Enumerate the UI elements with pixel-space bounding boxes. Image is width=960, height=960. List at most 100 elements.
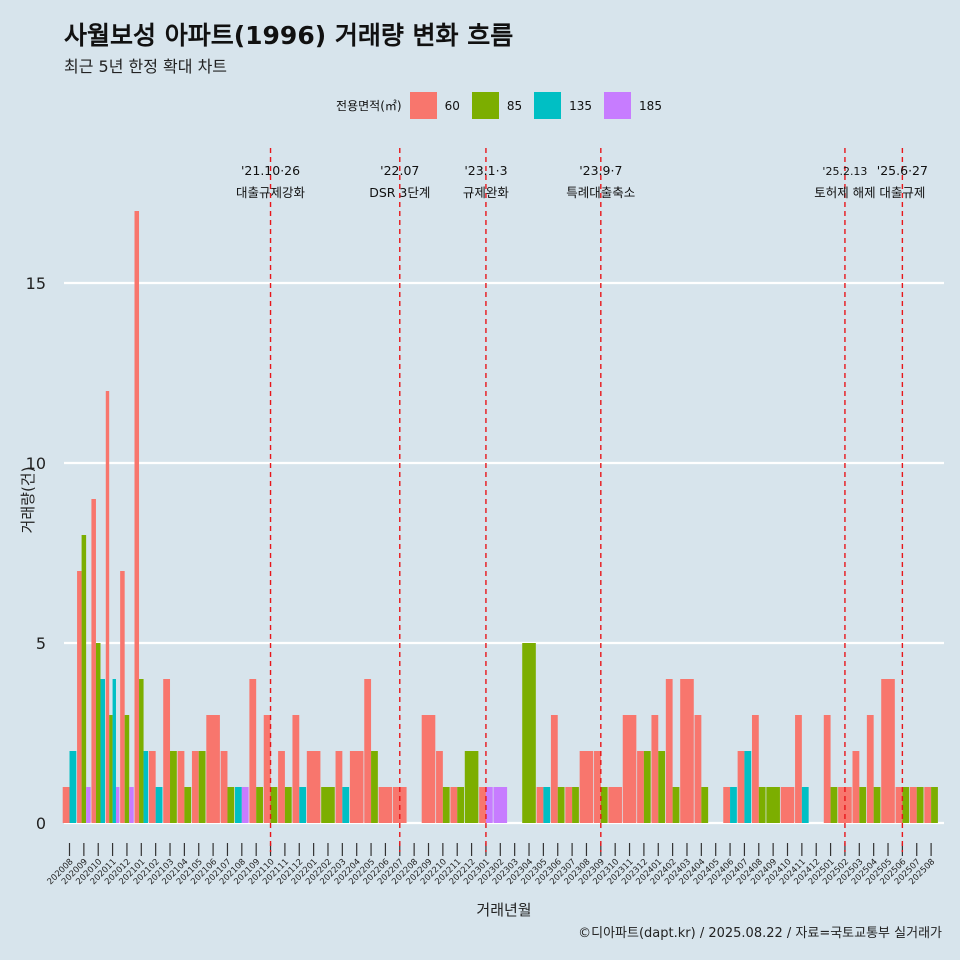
bar-202307-60 [565, 787, 573, 823]
legend-swatch-185 [604, 92, 632, 119]
bar-202108-185 [241, 787, 249, 823]
bar-202401-60 [651, 715, 659, 823]
bar-202109-60 [249, 679, 257, 823]
bar-202105-60 [191, 751, 199, 823]
bar-202308-60 [579, 751, 594, 823]
bar-202210-60 [436, 751, 443, 823]
bar-202406-135 [730, 787, 737, 823]
event-label-202207: DSR 3단계 [369, 185, 430, 200]
y-tick-label-10: 10 [26, 454, 46, 473]
bar-202209-60 [421, 715, 436, 823]
legend-item-185: 185 [604, 92, 662, 119]
bar-202312-85 [643, 751, 651, 823]
bar-202504-60 [866, 715, 874, 823]
bar-202105-85 [198, 751, 206, 823]
bar-202301-60 [479, 787, 486, 823]
bar-202401-85 [658, 751, 666, 823]
bar-202306-85 [557, 787, 565, 823]
bar-202305-60 [536, 787, 544, 823]
legend-label-135: 135 [569, 98, 593, 113]
bar-202212-85 [464, 751, 479, 823]
bar-202507-85 [916, 787, 924, 823]
bar-202501-85 [830, 787, 838, 823]
bar-202408-60 [751, 715, 759, 823]
bar-202011-135 [112, 679, 116, 823]
bar-202409-85 [766, 787, 780, 823]
bar-202407-135 [744, 751, 752, 823]
y-tick-label-15: 15 [26, 274, 46, 293]
bar-202210-85 [442, 787, 450, 823]
bar-202110-85 [270, 787, 278, 823]
event-label-202506: 대출규제 [879, 185, 925, 200]
bar-202508-60 [924, 787, 932, 823]
bar-202010-135 [100, 679, 106, 823]
bar-202104-85 [184, 787, 192, 823]
bar-202206-60 [378, 787, 393, 823]
legend-swatch-85 [471, 92, 499, 119]
y-tick-label-0: 0 [36, 814, 46, 833]
legend-item-135: 135 [534, 92, 592, 119]
bar-202009-85 [81, 535, 87, 823]
bar-202102-60 [148, 751, 156, 823]
bar-202503-85 [859, 787, 867, 823]
event-label-202502: 토허제 해제 [814, 185, 875, 200]
bar-202009-60 [77, 571, 82, 823]
bar-202202-85 [321, 787, 335, 823]
event-label-202301: 규제완화 [463, 185, 510, 200]
bar-202111-60 [278, 751, 285, 823]
bar-202101-135 [143, 751, 149, 823]
bar-202408-85 [758, 787, 766, 823]
bar-202008-135 [69, 751, 77, 823]
event-label-202309: 특례대출축소 [566, 185, 635, 200]
bar-202112-135 [299, 787, 307, 823]
bar-202010-60 [91, 499, 96, 823]
bar-202404-60 [694, 715, 702, 823]
bar-202011-185 [115, 787, 120, 823]
bar-202505-60 [881, 679, 895, 823]
bar-202012-185 [129, 787, 134, 823]
event-label-202110: 대출규제강화 [236, 185, 306, 200]
bar-202012-85 [124, 715, 130, 823]
bar-202009-185 [86, 787, 91, 823]
bar-202410-60 [780, 787, 795, 823]
bar-202402-85 [672, 787, 680, 823]
bar-202008-60 [62, 787, 70, 823]
bar-202104-60 [177, 751, 185, 823]
bar-202107-85 [227, 787, 235, 823]
bar-202103-85 [170, 751, 177, 823]
bar-202010-85 [95, 643, 101, 823]
bar-202111-85 [284, 787, 292, 823]
bar-202204-60 [349, 751, 364, 823]
bar-202312-60 [637, 751, 644, 823]
bar-202205-60 [364, 679, 372, 823]
bar-202307-85 [572, 787, 579, 823]
bar-202107-60 [220, 751, 228, 823]
bar-202506-60 [895, 787, 903, 823]
event-date-202110: '21.10·26 [241, 163, 300, 178]
bar-202112-60 [292, 715, 300, 823]
bar-202201-60 [306, 751, 321, 823]
bar-202404-85 [701, 787, 709, 823]
bar-202501-60 [823, 715, 831, 823]
bar-202403-60 [680, 679, 694, 823]
event-date-202502: '25.2.13 [822, 165, 867, 178]
y-tick-label-5: 5 [36, 634, 46, 653]
bar-202402-60 [665, 679, 673, 823]
chart-subtitle: 최근 5년 한정 확대 차트 [64, 57, 228, 76]
bar-202012-60 [120, 571, 125, 823]
bar-202310-60 [608, 787, 622, 823]
bar-202102-135 [155, 787, 163, 823]
bar-202109-85 [256, 787, 263, 823]
bar-202304-85 [522, 643, 536, 823]
y-axis-title: 거래량(건) [19, 467, 37, 534]
bar-202211-85 [457, 787, 465, 823]
bar-202311-60 [622, 715, 637, 823]
bar-202205-85 [371, 751, 378, 823]
bar-202106-60 [206, 715, 220, 823]
legend-swatch-135 [534, 92, 562, 119]
bar-202411-135 [801, 787, 809, 823]
caption: ©디아파트(dapt.kr) / 2025.08.22 / 자료=국토교통부 실… [578, 926, 942, 941]
legend-label-185: 185 [639, 98, 662, 113]
bar-202411-60 [795, 715, 802, 823]
